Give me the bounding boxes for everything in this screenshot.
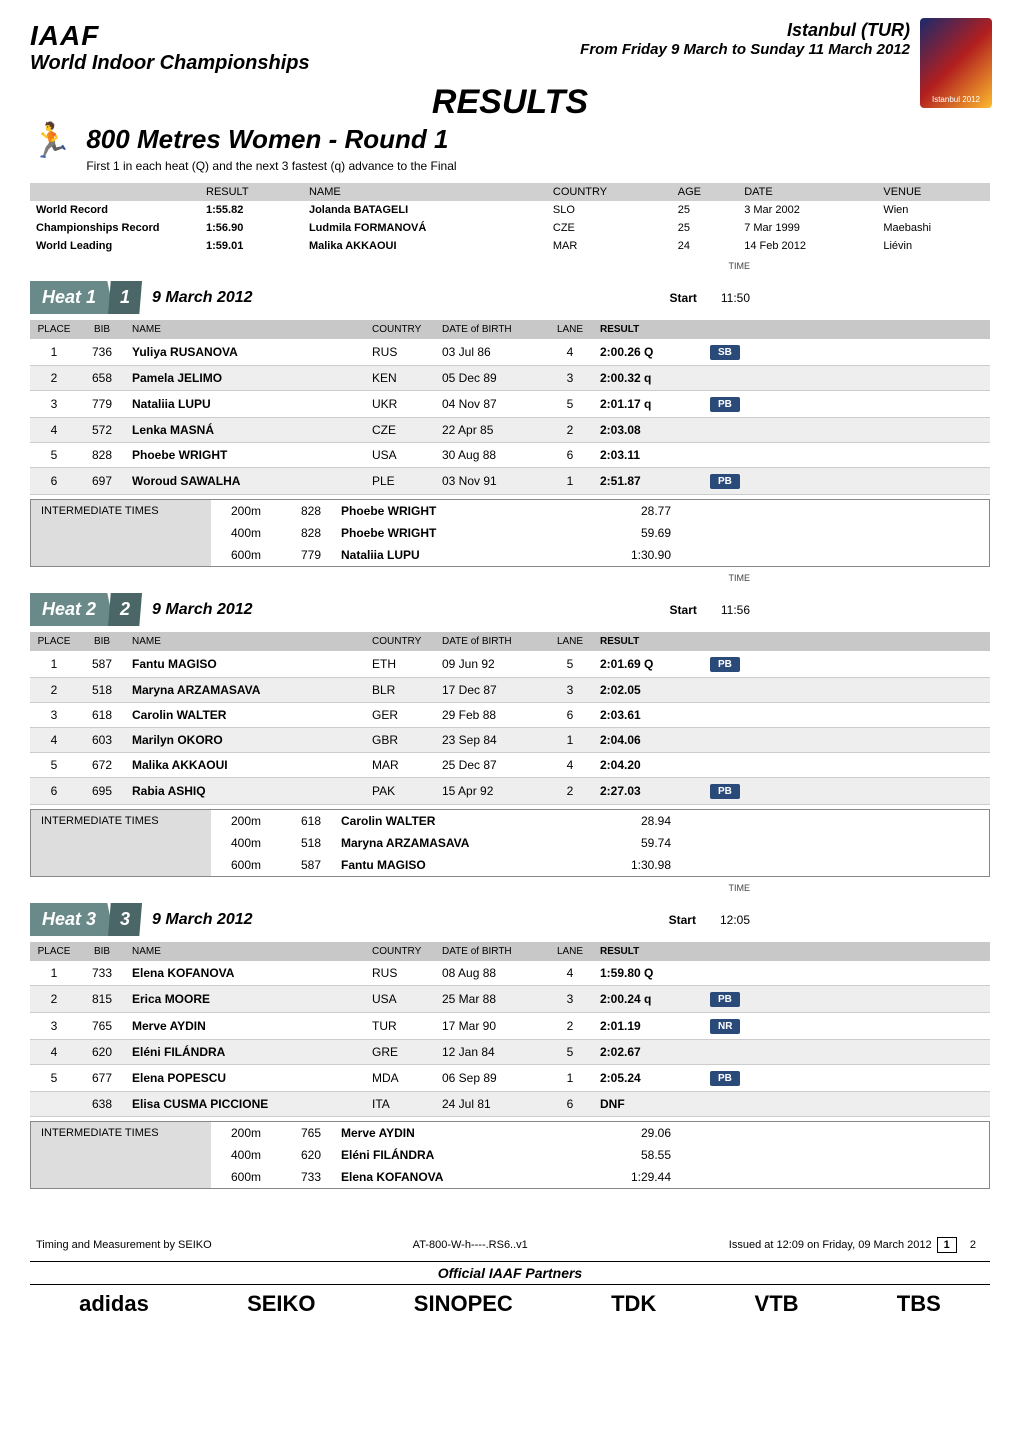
time-label: TIME xyxy=(30,883,750,893)
result-row: 6695Rabia ASHIQPAK15 Apr 9222:27.03PB xyxy=(30,778,990,805)
record-badge: PB xyxy=(710,657,740,672)
record-badge: PB xyxy=(710,474,740,489)
heat-results-table: PLACEBIBNAMECOUNTRYDATE of BIRTHLANERESU… xyxy=(30,942,990,1117)
record-badge: PB xyxy=(710,992,740,1007)
intermediate-times: INTERMEDIATE TIMES200m828Phoebe WRIGHT28… xyxy=(30,499,990,567)
intermediate-times: INTERMEDIATE TIMES200m618Carolin WALTER2… xyxy=(30,809,990,877)
result-row: 2658Pamela JELIMOKEN05 Dec 8932:00.32 q xyxy=(30,366,990,391)
heat-num-box: 2 xyxy=(108,593,142,626)
host-city: Istanbul (TUR) xyxy=(580,20,910,41)
result-row: 5828Phoebe WRIGHTUSA30 Aug 8862:03.11 xyxy=(30,443,990,468)
heat-start: Start12:05 xyxy=(669,913,750,927)
record-badge: PB xyxy=(710,784,740,799)
heat-bar: Heat 33 9 March 2012 Start12:05 xyxy=(30,903,990,936)
heat-bar: Heat 11 9 March 2012 Start11:50 xyxy=(30,281,990,314)
heat-label: Heat 2 xyxy=(30,593,114,626)
col-date: DATE xyxy=(738,183,877,201)
partner-logo: TBS xyxy=(897,1291,941,1317)
footer-right: Issued at 12:09 on Friday, 09 March 2012 xyxy=(729,1239,932,1251)
event-dates: From Friday 9 March to Sunday 11 March 2… xyxy=(580,41,910,58)
record-badge: SB xyxy=(710,345,740,360)
event-subtitle: First 1 in each heat (Q) and the next 3 … xyxy=(86,159,456,173)
result-row: 4620Eléni FILÁNDRAGRE12 Jan 8452:02.67 xyxy=(30,1040,990,1065)
results-title: RESULTS xyxy=(30,83,990,122)
result-row: 2518Maryna ARZAMASAVABLR17 Dec 8732:02.0… xyxy=(30,678,990,703)
partners-label: Official IAAF Partners xyxy=(30,1261,990,1285)
col-venue: VENUE xyxy=(877,183,990,201)
event-title: 800 Metres Women - Round 1 xyxy=(86,124,456,155)
record-row: World Leading1:59.01Malika AKKAOUIMAR241… xyxy=(30,237,990,255)
partner-logo: SINOPEC xyxy=(414,1291,513,1317)
result-row: 4572Lenka MASNÁCZE22 Apr 8522:03.08 xyxy=(30,418,990,443)
partner-logo: TDK xyxy=(611,1291,656,1317)
result-row: 5672Malika AKKAOUIMAR25 Dec 8742:04.20 xyxy=(30,753,990,778)
result-row: 5677Elena POPESCUMDA06 Sep 8912:05.24PB xyxy=(30,1065,990,1092)
col-name: NAME xyxy=(303,183,547,201)
record-badge: PB xyxy=(710,1071,740,1086)
records-table: RESULT NAME COUNTRY AGE DATE VENUE World… xyxy=(30,183,990,255)
record-row: Championships Record1:56.90Ludmila FORMA… xyxy=(30,219,990,237)
org-name: IAAF xyxy=(30,20,310,52)
page-footer: Timing and Measurement by SEIKO AT-800-W… xyxy=(30,1239,990,1251)
runner-icon: 🏃 xyxy=(30,124,72,158)
heat-results-table: PLACEBIBNAMECOUNTRYDATE of BIRTHLANERESU… xyxy=(30,320,990,495)
heat-results-table: PLACEBIBNAMECOUNTRYDATE of BIRTHLANERESU… xyxy=(30,632,990,805)
intermediate-times: INTERMEDIATE TIMES200m765Merve AYDIN29.0… xyxy=(30,1121,990,1189)
heat-num-box: 1 xyxy=(108,281,142,314)
partner-logo: VTB xyxy=(755,1291,799,1317)
heat-date: 9 March 2012 xyxy=(152,911,253,929)
heat-date: 9 March 2012 xyxy=(152,289,253,307)
championship-name: World Indoor Championships xyxy=(30,52,310,75)
result-row: 4603Marilyn OKOROGBR23 Sep 8412:04.06 xyxy=(30,728,990,753)
page-total: 2 xyxy=(964,1238,982,1252)
footer-left: Timing and Measurement by SEIKO xyxy=(36,1239,212,1251)
page-current: 1 xyxy=(937,1237,957,1253)
record-row: World Record1:55.82Jolanda BATAGELISLO25… xyxy=(30,201,990,219)
heat-start: Start11:56 xyxy=(670,603,750,617)
footer-mid: AT-800-W-h----.RS6..v1 xyxy=(413,1239,528,1251)
result-row: 638Elisa CUSMA PICCIONEITA24 Jul 816DNF xyxy=(30,1092,990,1117)
col-age: AGE xyxy=(672,183,738,201)
partner-logo: adidas xyxy=(79,1291,149,1317)
partners-row: adidas SEIKO SINOPEC TDK VTB TBS xyxy=(30,1291,990,1317)
record-badge: PB xyxy=(710,397,740,412)
page-header: IAAF World Indoor Championships Istanbul… xyxy=(30,20,990,75)
result-row: 3618Carolin WALTERGER29 Feb 8862:03.61 xyxy=(30,703,990,728)
result-row: 1587Fantu MAGISOETH09 Jun 9252:01.69 QPB xyxy=(30,651,990,678)
col-country: COUNTRY xyxy=(547,183,672,201)
result-row: 2815Erica MOOREUSA25 Mar 8832:00.24 qPB xyxy=(30,986,990,1013)
col-result: RESULT xyxy=(200,183,303,201)
record-badge: NR xyxy=(710,1019,740,1034)
result-row: 3765Merve AYDINTUR17 Mar 9022:01.19NR xyxy=(30,1013,990,1040)
result-row: 6697Woroud SAWALHAPLE03 Nov 9112:51.87PB xyxy=(30,468,990,495)
time-label: TIME xyxy=(30,261,750,271)
partner-logo: SEIKO xyxy=(247,1291,315,1317)
heat-label: Heat 3 xyxy=(30,903,114,936)
event-logo-badge: Istanbul 2012 xyxy=(920,18,992,108)
time-label: TIME xyxy=(30,573,750,583)
heat-bar: Heat 22 9 March 2012 Start11:56 xyxy=(30,593,990,626)
heat-label: Heat 1 xyxy=(30,281,114,314)
result-row: 1733Elena KOFANOVARUS08 Aug 8841:59.80 Q xyxy=(30,961,990,986)
heat-date: 9 March 2012 xyxy=(152,601,253,619)
heat-start: Start11:50 xyxy=(670,291,750,305)
result-row: 1736Yuliya RUSANOVARUS03 Jul 8642:00.26 … xyxy=(30,339,990,366)
heat-num-box: 3 xyxy=(108,903,142,936)
result-row: 3779Nataliia LUPUUKR04 Nov 8752:01.17 qP… xyxy=(30,391,990,418)
